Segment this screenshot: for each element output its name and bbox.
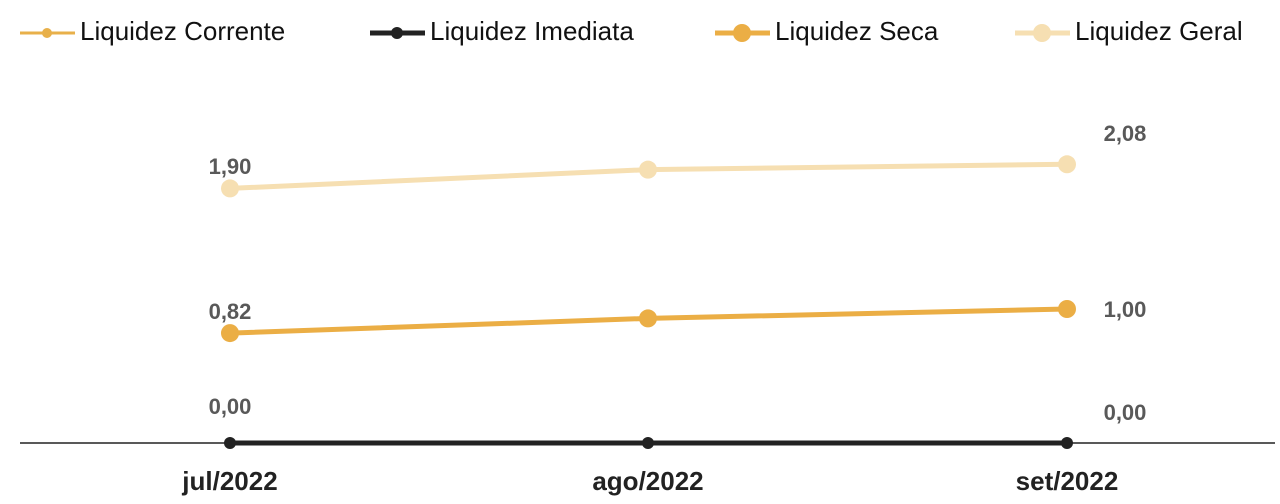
data-label: 2,08 (1104, 121, 1147, 146)
legend-label: Liquidez Corrente (80, 16, 285, 46)
legend-label: Liquidez Seca (775, 16, 939, 46)
legend-label: Liquidez Imediata (430, 16, 634, 46)
data-label: 1,00 (1104, 297, 1147, 322)
legend-marker (391, 27, 403, 39)
data-label: 0,82 (209, 299, 252, 324)
data-label: 1,90 (209, 154, 252, 179)
point (1058, 155, 1076, 174)
point (221, 324, 239, 343)
legend-marker (733, 24, 751, 42)
data-label: 0,00 (209, 394, 252, 419)
legend-label: Liquidez Geral (1075, 16, 1243, 46)
point (1061, 437, 1073, 449)
point (1058, 300, 1076, 318)
legend-marker (42, 28, 52, 38)
data-label: 0,00 (1104, 400, 1147, 425)
point (642, 437, 654, 449)
legend-marker (1033, 24, 1051, 42)
point (221, 179, 239, 198)
x-tick-label: jul/2022 (181, 466, 277, 496)
x-tick-label: set/2022 (1016, 466, 1119, 496)
point (224, 437, 236, 449)
point (639, 309, 657, 328)
x-tick-label: ago/2022 (592, 466, 703, 496)
point (639, 160, 657, 179)
